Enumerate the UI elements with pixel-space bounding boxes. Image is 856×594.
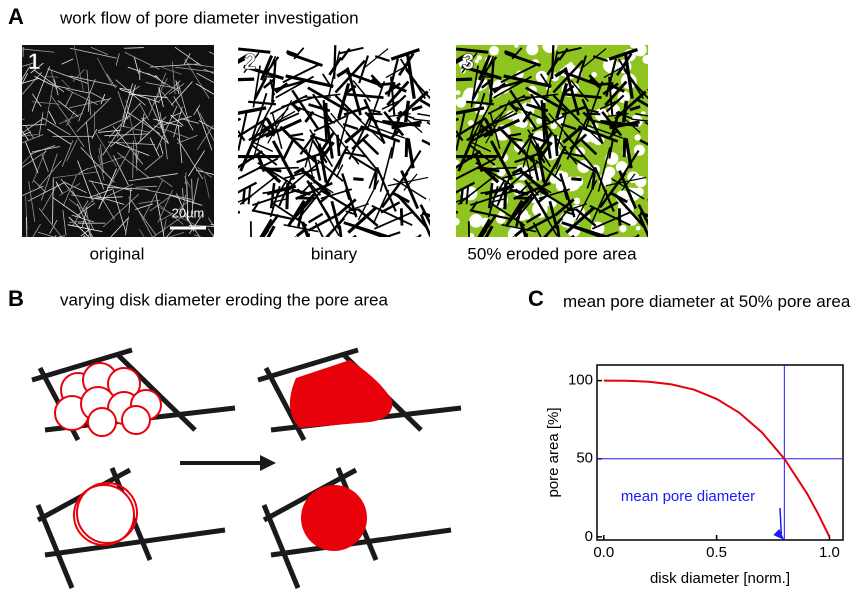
fiber — [571, 179, 581, 180]
gap — [477, 55, 482, 60]
fiber — [428, 212, 458, 220]
fiber — [379, 83, 396, 84]
x-tick-label: 0.0 — [593, 544, 614, 561]
image-content — [0, 45, 239, 275]
disks — [55, 360, 392, 551]
image: 1 — [0, 45, 239, 275]
gap — [542, 38, 557, 53]
fiber — [648, 199, 652, 219]
fiber — [406, 138, 407, 157]
fiber — [645, 122, 681, 143]
chart: 0.0 0.5 1.0 0 50 100 disk diameter [norm.] pore… — [545, 365, 843, 587]
fiber — [624, 138, 625, 157]
x-tick-label: 0.5 — [706, 544, 727, 561]
fiber — [396, 235, 421, 257]
arrow-head — [260, 455, 276, 471]
fiber — [430, 199, 434, 219]
gap — [452, 218, 459, 225]
gap — [630, 42, 636, 48]
fiber — [194, 237, 210, 251]
fiber — [0, 119, 25, 130]
panel-label: C — [528, 286, 544, 311]
image-content — [423, 38, 684, 278]
image-number: 2 — [244, 49, 256, 74]
fiber — [243, 190, 244, 205]
fiber — [353, 179, 363, 180]
plot-frame — [597, 365, 843, 540]
fiber — [58, 235, 85, 274]
gap — [642, 55, 651, 64]
x-axis-label: disk diameter [norm.] — [650, 570, 790, 587]
gap — [551, 123, 557, 129]
fiber — [213, 234, 219, 273]
x-tick-label: 1.0 — [819, 544, 840, 561]
fiber — [648, 89, 671, 118]
image-number: 1 — [28, 49, 40, 74]
image: 3 — [423, 38, 684, 278]
image-number: 3 — [462, 49, 474, 74]
fiber — [40, 235, 56, 275]
annotation: mean pore diameter — [621, 488, 755, 505]
gap — [619, 225, 626, 232]
panel-label: A — [8, 4, 24, 29]
gap — [456, 90, 461, 95]
fiber — [585, 114, 600, 115]
panel-title: work flow of pore diameter investigation — [59, 8, 359, 27]
caption: original — [90, 244, 145, 263]
gap — [568, 62, 573, 67]
fiber — [210, 212, 240, 220]
gap — [634, 134, 640, 140]
y-axis-label: pore area [%] — [545, 407, 562, 497]
fiber — [437, 79, 472, 80]
gap — [573, 198, 580, 205]
fiber — [208, 229, 231, 261]
gap — [514, 44, 518, 48]
y-tick-label: 50 — [576, 450, 593, 467]
images: 1 2 3 20µm — [0, 38, 684, 278]
image: 2 — [205, 45, 466, 278]
chart-title: mean pore diameter at 50% pore area — [563, 287, 853, 317]
annotation-arrow-head — [773, 529, 784, 540]
y-tick-label: 0 — [585, 528, 593, 545]
fiber — [430, 89, 453, 118]
image-content — [205, 45, 466, 278]
panel-label: B — [8, 286, 24, 311]
gap — [636, 226, 641, 231]
fiber — [461, 190, 462, 205]
figure: A work flow of pore diameter investigati… — [0, 0, 856, 594]
fiber — [430, 119, 459, 130]
gap — [489, 46, 499, 56]
gap — [469, 214, 483, 228]
fiber — [367, 114, 382, 115]
caption: 50% eroded pore area — [467, 244, 637, 263]
fiber — [212, 119, 241, 130]
gap — [591, 138, 595, 142]
scale-bar-label: 20µm — [172, 205, 205, 220]
gap — [618, 91, 630, 103]
fiber — [219, 79, 254, 80]
fiber — [416, 237, 426, 278]
fiber — [295, 236, 305, 272]
annotation-arrow — [780, 508, 781, 534]
fiber — [597, 83, 614, 84]
caption: binary — [311, 244, 358, 263]
fiber — [27, 217, 28, 252]
panel-title: varying disk diameter eroding the pore a… — [60, 290, 388, 309]
y-tick-label: 100 — [568, 372, 593, 389]
gap — [526, 43, 538, 55]
